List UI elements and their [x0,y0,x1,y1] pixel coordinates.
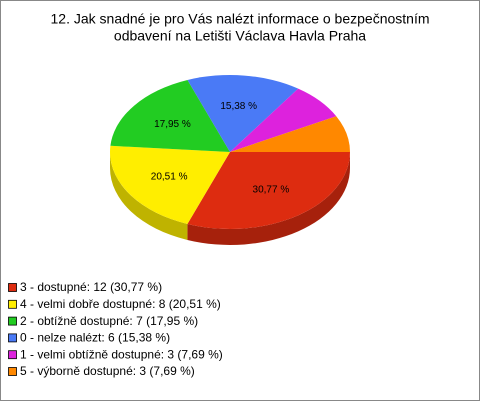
slice [187,75,299,152]
legend-label: 5 - výborně dostupné: 3 (7,69 %) [20,364,195,378]
slice-side [110,152,188,240]
slice [230,88,337,152]
chart-title: 12. Jak snadné je pro Vás nalézt informa… [51,11,430,27]
slice-label: 17,95 % [154,119,191,130]
slice [110,145,230,224]
legend-label: 4 - velmi dobře dostupné: 8 (20,51 %) [20,297,221,311]
legend-swatch [8,367,17,376]
slice [230,116,350,152]
legend-swatch [8,299,17,309]
legend-swatch [8,283,17,292]
slice-side [187,152,350,246]
slice [187,152,350,229]
legend-swatch [8,333,17,343]
legend-swatch [8,350,17,360]
legend-label: 0 - nelze nalézt: 6 (15,38 %) [20,331,170,345]
slice-label: 15,38 % [220,101,257,112]
legend-label: 3 - dostupné: 12 (30,77 %) [20,280,162,294]
slice-label: 30,77 % [253,185,290,196]
slice [110,79,230,152]
legend-swatch [8,316,17,326]
legend-label: 2 - obtížně dostupné: 7 (17,95 %) [20,314,198,328]
slice-label: 20,51 % [151,171,188,182]
legend-label: 1 - velmi obtížně dostupné: 3 (7,69 %) [20,347,223,361]
chart-title: odbavení na Letišti Václava Havla Praha [114,28,366,44]
